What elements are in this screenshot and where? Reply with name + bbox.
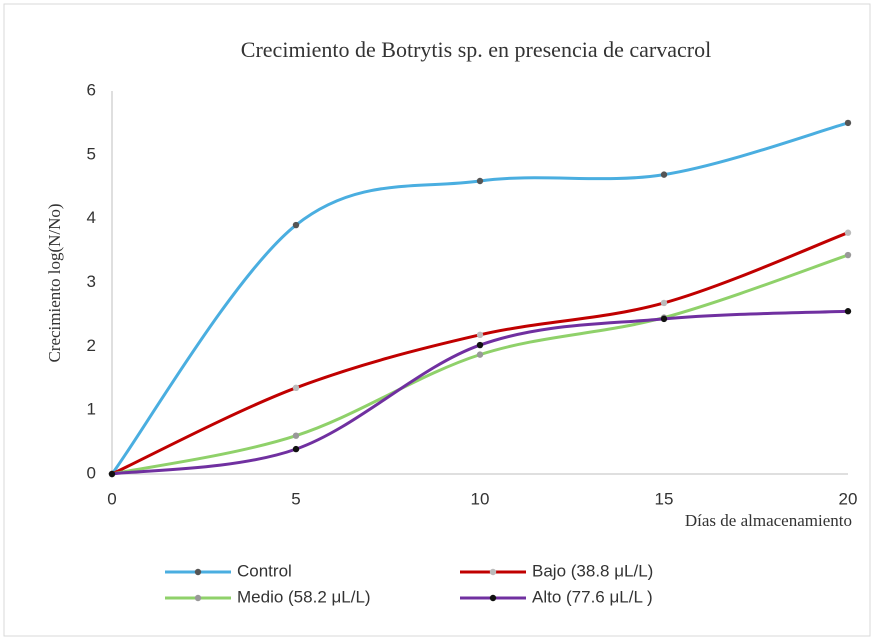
legend-marker: [194, 568, 202, 576]
y-tick-label: 2: [87, 336, 96, 355]
data-point: [844, 119, 852, 127]
data-point: [844, 308, 852, 315]
data-point: [476, 351, 484, 358]
data-point: [844, 251, 852, 259]
x-tick-label: 0: [107, 489, 116, 508]
data-point: [660, 171, 668, 178]
y-tick-label: 5: [87, 144, 96, 163]
legend-label: Bajo (38.8 μL/L): [532, 561, 653, 580]
data-point: [660, 299, 668, 307]
data-point: [660, 315, 668, 323]
chart-border: [3, 3, 871, 637]
legend-marker: [489, 594, 497, 602]
y-tick-label: 0: [87, 463, 96, 482]
x-tick-label: 5: [291, 489, 300, 508]
chart-title: Crecimiento de Botrytis sp. en presencia…: [241, 37, 711, 62]
x-tick-label: 15: [655, 489, 674, 508]
legend-marker: [194, 594, 202, 602]
x-tick-label: 10: [471, 489, 490, 508]
legend-label: Medio (58.2 μL/L): [237, 587, 371, 606]
x-axis-label: Días de almacenamiento: [685, 511, 852, 530]
data-point: [292, 432, 300, 439]
data-point: [292, 445, 300, 453]
y-tick-label: 4: [87, 208, 96, 227]
data-point: [476, 331, 484, 339]
data-point: [292, 221, 300, 229]
data-point: [108, 470, 116, 478]
y-tick-label: 1: [87, 400, 96, 419]
data-point: [292, 384, 300, 392]
legend-label: Alto (77.6 μL/L ): [532, 587, 653, 606]
data-point: [844, 229, 852, 236]
y-tick-label: 3: [87, 272, 96, 291]
data-point: [476, 341, 484, 349]
legend-label: Control: [237, 561, 292, 580]
x-tick-label: 20: [839, 489, 858, 508]
legend-marker: [489, 568, 497, 576]
y-tick-label: 6: [87, 80, 96, 99]
y-axis-label: Crecimiento log(N/No): [45, 203, 64, 362]
series-line: [110, 121, 849, 475]
data-point: [476, 177, 484, 185]
